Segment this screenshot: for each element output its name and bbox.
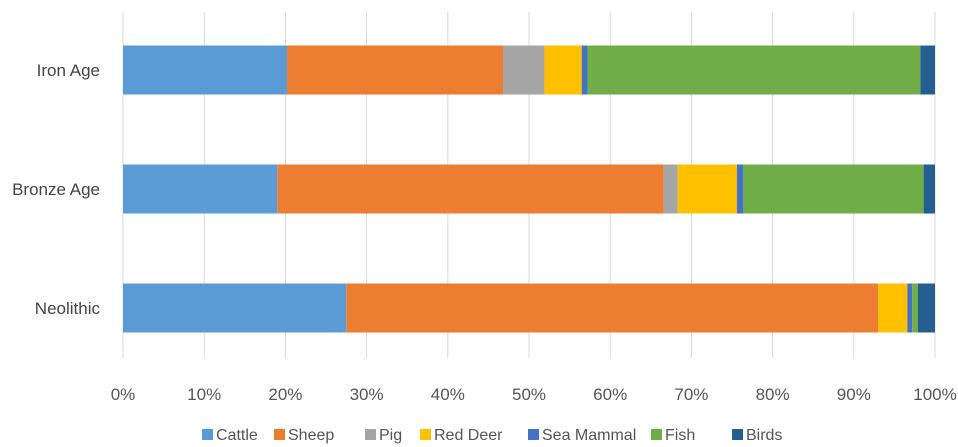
bar-segment-red-deer-bronze-age	[677, 164, 737, 214]
category-label-neolithic: Neolithic	[35, 299, 101, 318]
x-tick-label: 30%	[350, 385, 384, 404]
legend-swatch-sea-mammal	[528, 429, 539, 440]
bar-segment-pig-bronze-age	[663, 164, 678, 214]
legend-swatch-cattle	[202, 429, 213, 440]
legend-label-birds: Birds	[746, 427, 782, 444]
legend-swatch-pig	[365, 429, 376, 440]
legend-swatch-birds	[732, 429, 743, 440]
category-labels: Iron Age Bronze Age Neolithic	[12, 61, 100, 318]
legend-label-red-deer: Red Deer	[434, 427, 503, 444]
bar-segment-sheep-iron-age	[287, 45, 504, 95]
legend-swatch-fish	[651, 429, 662, 440]
bar-segment-cattle-neolithic	[123, 283, 347, 333]
bar-segment-birds-bronze-age	[923, 164, 935, 214]
category-label-iron-age: Iron Age	[37, 61, 100, 80]
category-label-bronze-age: Bronze Age	[12, 180, 100, 199]
legend-label-sheep: Sheep	[288, 427, 334, 444]
legend-label-fish: Fish	[665, 427, 695, 444]
bar-segment-fish-neolithic	[912, 283, 918, 333]
legend: Cattle Sheep Pig Red Deer Sea Mammal Fish Bird…	[202, 427, 782, 444]
bar-segment-sheep-bronze-age	[277, 164, 664, 214]
x-tick-label: 90%	[837, 385, 871, 404]
bar-segment-cattle-bronze-age	[123, 164, 278, 214]
x-tick-labels: 0% 10% 20% 30% 40% 50% 60% 70% 80% 90% 100%	[111, 385, 957, 404]
x-tick-label: 60%	[593, 385, 627, 404]
legend-swatch-sheep	[274, 429, 285, 440]
x-tick-label: 50%	[512, 385, 546, 404]
bar-segment-red-deer-neolithic	[878, 283, 908, 333]
bar-segment-sea-mammal-neolithic	[907, 283, 913, 333]
x-tick-label: 20%	[268, 385, 302, 404]
bar-segment-fish-iron-age	[587, 45, 921, 95]
legend-swatch-red-deer	[420, 429, 431, 440]
x-tick-label: 40%	[431, 385, 465, 404]
x-tick-label: 0%	[111, 385, 136, 404]
legend-label-sea-mammal: Sea Mammal	[542, 427, 636, 444]
x-tick-label: 70%	[674, 385, 708, 404]
legend-label-pig: Pig	[379, 427, 402, 444]
bar-segment-birds-iron-age	[920, 45, 935, 95]
x-tick-label: 10%	[187, 385, 221, 404]
bar-segment-sea-mammal-iron-age	[581, 45, 588, 95]
bars	[123, 45, 935, 333]
legend-label-cattle: Cattle	[216, 427, 258, 444]
bar-segment-cattle-iron-age	[123, 45, 288, 95]
x-tick-label: 80%	[756, 385, 790, 404]
bar-segment-sheep-neolithic	[346, 283, 879, 333]
bar-segment-sea-mammal-bronze-age	[736, 164, 744, 214]
bar-segment-birds-neolithic	[917, 283, 935, 333]
bar-segment-fish-bronze-age	[743, 164, 924, 214]
bar-segment-pig-iron-age	[503, 45, 545, 95]
bar-segment-red-deer-iron-age	[544, 45, 582, 95]
x-tick-label: 100%	[913, 385, 956, 404]
